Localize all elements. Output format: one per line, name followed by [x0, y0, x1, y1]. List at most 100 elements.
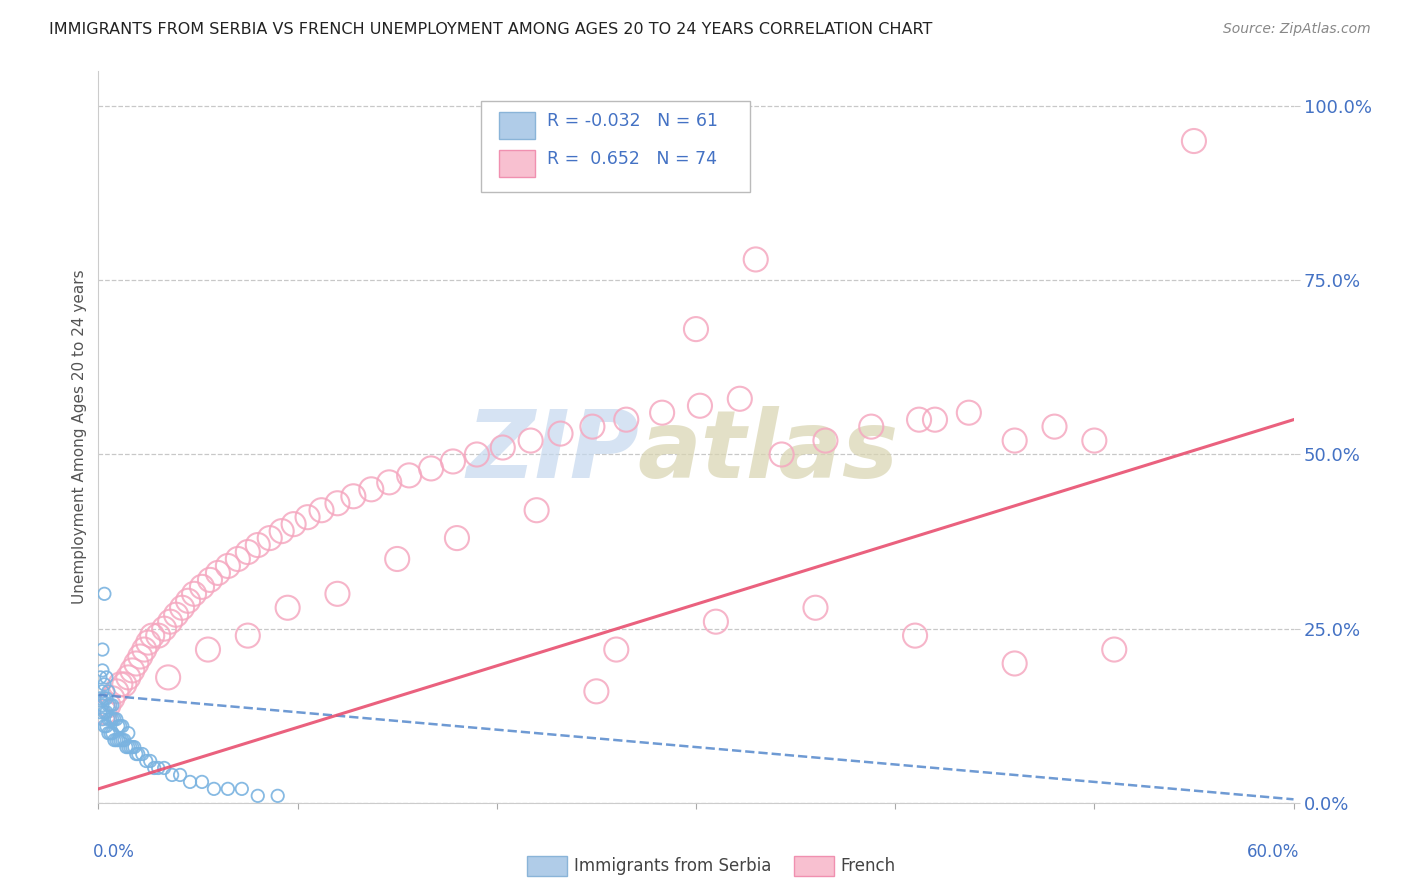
Point — [1043, 419, 1066, 434]
Text: 60.0%: 60.0% — [1247, 843, 1299, 861]
Point — [93, 691, 115, 706]
Point — [957, 406, 980, 420]
Point — [111, 733, 134, 747]
Point — [420, 461, 443, 475]
Point — [110, 733, 132, 747]
Text: R =  0.652   N = 74: R = 0.652 N = 74 — [547, 150, 717, 168]
Point — [159, 615, 181, 629]
Point — [125, 657, 148, 671]
Point — [1004, 434, 1026, 448]
Point — [98, 726, 122, 740]
Text: R = -0.032   N = 61: R = -0.032 N = 61 — [547, 112, 717, 129]
Y-axis label: Unemployment Among Ages 20 to 24 years: Unemployment Among Ages 20 to 24 years — [72, 269, 87, 605]
Point — [143, 761, 166, 775]
Point — [98, 698, 122, 713]
Text: Source: ZipAtlas.com: Source: ZipAtlas.com — [1223, 22, 1371, 37]
Text: IMMIGRANTS FROM SERBIA VS FRENCH UNEMPLOYMENT AMONG AGES 20 TO 24 YEARS CORRELAT: IMMIGRANTS FROM SERBIA VS FRENCH UNEMPLO… — [49, 22, 932, 37]
Point — [585, 684, 607, 698]
Point — [908, 412, 931, 426]
Point — [519, 434, 541, 448]
Point — [121, 740, 143, 755]
Point — [103, 712, 125, 726]
Point — [172, 600, 194, 615]
Point — [111, 719, 134, 733]
Point — [398, 468, 420, 483]
Point — [165, 607, 187, 622]
Point — [770, 448, 793, 462]
Point — [96, 705, 118, 719]
Point — [217, 558, 239, 573]
Point — [191, 580, 214, 594]
Point — [96, 719, 118, 733]
Point — [259, 531, 281, 545]
Point — [89, 691, 111, 706]
Point — [804, 600, 827, 615]
Point — [96, 691, 118, 706]
Point — [97, 698, 120, 713]
Point — [91, 684, 114, 698]
Point — [91, 698, 114, 713]
Point — [97, 684, 120, 698]
Bar — [499, 112, 534, 139]
Point — [236, 545, 259, 559]
Point — [89, 670, 111, 684]
Point — [745, 252, 768, 267]
Point — [277, 600, 299, 615]
Point — [231, 781, 253, 796]
Point — [1004, 657, 1026, 671]
Point — [97, 698, 120, 713]
Point — [169, 768, 191, 782]
Point — [651, 406, 673, 420]
Point — [378, 475, 401, 490]
Point — [148, 629, 170, 643]
Point — [605, 642, 627, 657]
Point — [153, 622, 176, 636]
Point — [326, 587, 349, 601]
Point — [685, 322, 707, 336]
Point — [160, 768, 183, 782]
Point — [93, 677, 115, 691]
Point — [101, 698, 124, 713]
Point — [115, 740, 138, 755]
Point — [246, 538, 269, 552]
Point — [110, 719, 132, 733]
Point — [385, 552, 409, 566]
Point — [91, 664, 114, 678]
Point — [89, 705, 111, 719]
Point — [93, 587, 115, 601]
Point — [141, 629, 163, 643]
Point — [139, 754, 162, 768]
Point — [98, 712, 122, 726]
Point — [135, 754, 157, 768]
Point — [148, 761, 170, 775]
Point — [105, 712, 128, 726]
Text: 0.0%: 0.0% — [93, 843, 135, 861]
Point — [311, 503, 333, 517]
Point — [179, 775, 201, 789]
Point — [97, 726, 120, 740]
Point — [117, 726, 139, 740]
Point — [297, 510, 319, 524]
Point — [129, 649, 152, 664]
Point — [236, 629, 259, 643]
Point — [177, 594, 200, 608]
Point — [91, 642, 114, 657]
Point — [124, 740, 146, 755]
Point — [283, 517, 305, 532]
Point — [96, 670, 118, 684]
Point — [117, 740, 139, 755]
Point — [492, 441, 515, 455]
Point — [465, 448, 488, 462]
Point — [157, 670, 180, 684]
Point — [191, 775, 214, 789]
Point — [197, 642, 219, 657]
Point — [105, 733, 128, 747]
Point — [360, 483, 382, 497]
Point — [550, 426, 572, 441]
FancyBboxPatch shape — [481, 101, 749, 192]
Point — [131, 747, 153, 761]
Point — [101, 726, 124, 740]
Text: ZIP: ZIP — [467, 406, 638, 498]
Point — [267, 789, 290, 803]
Point — [93, 705, 115, 719]
